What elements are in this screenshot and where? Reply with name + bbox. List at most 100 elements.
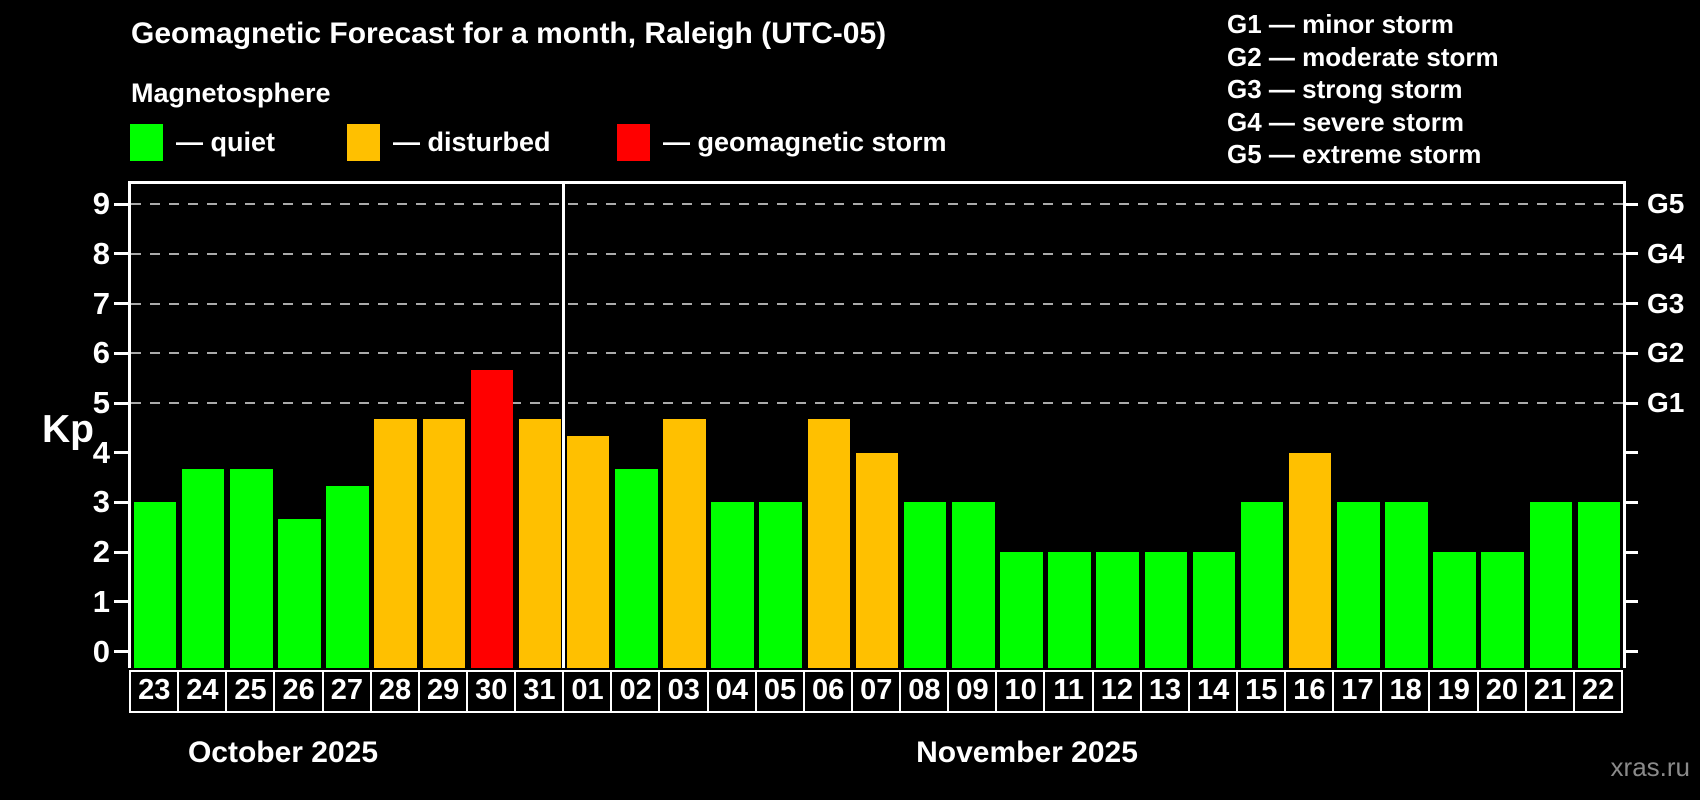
- kp-bar-quiet: [278, 518, 321, 668]
- watermark: xras.ru: [1610, 752, 1690, 782]
- gridline-kp9: [131, 203, 1623, 206]
- g-legend-item: G4 — severe storm: [1227, 106, 1465, 137]
- kp-bar-quiet: [1433, 552, 1476, 668]
- quiet-swatch: [130, 124, 163, 161]
- right-axis-tick: [1623, 550, 1638, 554]
- quiet-label: — quiet: [176, 127, 275, 157]
- y-tick-label: 1: [92, 583, 110, 619]
- day-label: 05: [754, 670, 806, 713]
- kp-bar-quiet: [1000, 552, 1043, 668]
- gridline-kp8: [131, 252, 1623, 255]
- y-axis-tick: [114, 650, 129, 653]
- g-scale-label-g4: G4: [1647, 237, 1685, 269]
- magnetosphere-label: Magnetosphere: [131, 78, 331, 108]
- day-label: 15: [1235, 670, 1287, 713]
- right-axis-tick: [1623, 202, 1638, 206]
- y-axis-tick: [114, 351, 129, 355]
- right-axis-tick: [1623, 451, 1638, 455]
- kp-bar-quiet: [326, 485, 369, 668]
- y-axis-tick: [114, 500, 129, 504]
- kp-bar-disturbed: [663, 419, 706, 668]
- day-label: 14: [1187, 670, 1239, 713]
- day-label: 08: [899, 670, 950, 713]
- right-axis-tick: [1623, 401, 1638, 405]
- disturbed-label: — disturbed: [393, 127, 551, 157]
- plot-area: [128, 181, 1626, 668]
- kp-bar-disturbed: [422, 419, 466, 668]
- y-axis-tick: [114, 451, 129, 455]
- day-label: 18: [1380, 670, 1431, 713]
- kp-bar-quiet: [1337, 502, 1380, 668]
- day-label: 29: [417, 670, 469, 713]
- kp-bar-quiet: [759, 502, 802, 668]
- month-separator-line: [562, 184, 566, 668]
- y-tick-label: 3: [92, 484, 110, 520]
- kp-bar-quiet: [1529, 502, 1573, 668]
- day-label: 16: [1284, 670, 1335, 713]
- kp-bar-quiet: [1096, 552, 1139, 668]
- day-label: 19: [1428, 670, 1480, 713]
- y-axis-tick: [114, 401, 129, 405]
- g-scale-label-g5: G5: [1647, 188, 1685, 220]
- g-legend-item: G3 — strong storm: [1227, 74, 1463, 104]
- kp-bar-quiet: [133, 502, 177, 668]
- kp-bar-disturbed: [566, 436, 610, 668]
- day-label: 07: [850, 670, 902, 713]
- y-tick-label: 8: [92, 235, 110, 271]
- day-label: 11: [1043, 670, 1095, 713]
- kp-bar-quiet: [1385, 502, 1428, 668]
- y-axis-tick: [114, 302, 129, 306]
- kp-bar-disturbed: [1288, 452, 1332, 668]
- day-label: 30: [465, 670, 517, 713]
- kp-bar-quiet: [181, 469, 225, 668]
- day-label: 12: [1091, 670, 1143, 713]
- kp-bar-quiet: [230, 469, 273, 668]
- day-label: 06: [802, 670, 854, 713]
- y-axis-label: Kp: [42, 408, 94, 451]
- legend-item-disturbed: — disturbed: [347, 124, 551, 161]
- y-axis-tick: [114, 252, 129, 256]
- kp-bar-quiet: [1240, 502, 1284, 668]
- day-label: 27: [321, 670, 373, 713]
- gridline-kp5: [131, 402, 1623, 404]
- g-legend-item: G1 — minor storm: [1227, 9, 1454, 39]
- day-label: 23: [129, 670, 180, 713]
- day-label: 28: [369, 670, 421, 713]
- kp-bar-quiet: [1577, 502, 1621, 668]
- day-label: 10: [995, 670, 1046, 713]
- kp-bar-disturbed: [374, 419, 417, 668]
- y-axis-tick: [114, 202, 129, 206]
- kp-bar-quiet: [1048, 552, 1091, 668]
- day-label: 02: [610, 670, 661, 713]
- month-label: November 2025: [916, 736, 1138, 769]
- disturbed-swatch: [347, 124, 380, 161]
- g-scale-label-g3: G3: [1647, 287, 1685, 319]
- right-axis-tick: [1623, 302, 1638, 306]
- kp-bar-quiet: [1144, 552, 1188, 668]
- g-scale-legend: G1 — minor storm G2 — moderate storm G3 — …: [1227, 8, 1499, 171]
- kp-bar-quiet: [951, 502, 995, 668]
- right-axis-tick: [1623, 500, 1638, 504]
- month-label: October 2025: [187, 736, 379, 769]
- day-label: 01: [562, 670, 613, 713]
- right-axis-tick: [1623, 351, 1638, 355]
- legend-item-storm: — geomagnetic storm: [617, 124, 947, 161]
- y-axis-tick: [114, 550, 129, 554]
- chart-title: Geomagnetic Forecast for a month, Raleig…: [131, 17, 887, 50]
- day-label: 25: [225, 670, 276, 713]
- kp-bar-quiet: [1481, 552, 1524, 668]
- right-axis-tick: [1623, 252, 1638, 256]
- day-label: 09: [947, 670, 998, 713]
- kp-bar-storm: [470, 369, 514, 668]
- kp-bar-quiet: [615, 469, 658, 668]
- g-legend-item: G5 — extreme storm: [1227, 139, 1482, 169]
- y-tick-label: 4: [92, 434, 110, 470]
- day-label: 04: [706, 670, 758, 713]
- day-label: 31: [514, 670, 565, 713]
- storm-swatch: [617, 124, 650, 161]
- day-label: 17: [1332, 670, 1383, 713]
- day-label: 21: [1524, 670, 1576, 713]
- kp-bar-disturbed: [518, 419, 562, 668]
- y-tick-label: 2: [92, 534, 110, 570]
- day-label: 13: [1139, 670, 1191, 713]
